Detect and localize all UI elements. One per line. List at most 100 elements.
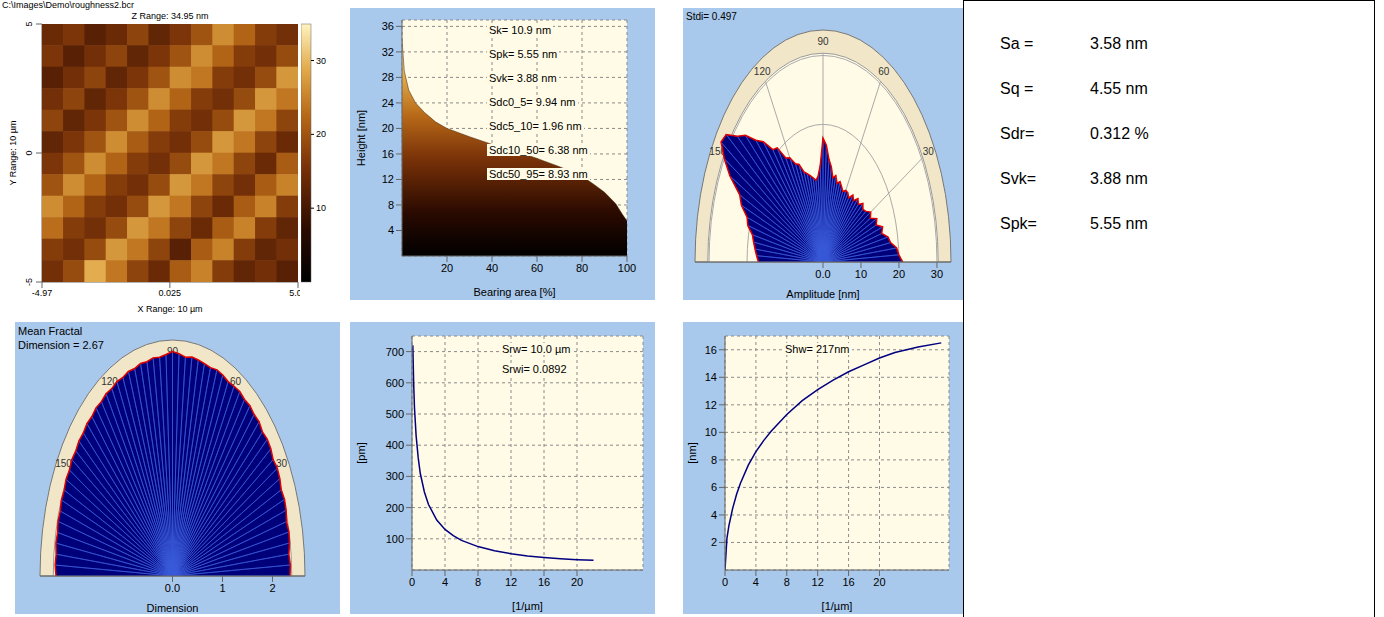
svg-text:Bearing area [%]: Bearing area [%] — [474, 286, 556, 298]
html-text:Spk=: Spk= — [1000, 215, 1037, 232]
svg-text:30: 30 — [316, 56, 326, 66]
svg-text:24: 24 — [382, 97, 394, 109]
svg-text:20: 20 — [316, 129, 326, 139]
svg-text:-4.97: -4.97 — [32, 288, 53, 298]
html-text:Srwi= 0.0892: Srwi= 0.0892 — [502, 363, 567, 375]
html-text:Sk= 10.9 nm: Sk= 10.9 nm — [489, 24, 552, 36]
svg-text:60: 60 — [229, 376, 241, 388]
svg-text:20: 20 — [571, 576, 583, 588]
svg-text:-5: -5 — [24, 278, 34, 286]
html-text:Stdi= 0.497: Stdi= 0.497 — [686, 11, 737, 22]
html-text:Sdc0_5= 9.94 nm: Sdc0_5= 9.94 nm — [489, 96, 576, 108]
html-text:Shw= 217nm: Shw= 217nm — [785, 343, 850, 355]
svg-text:16: 16 — [382, 148, 394, 160]
svg-text:[1/µm]: [1/µm] — [512, 600, 543, 612]
svg-text:20: 20 — [873, 576, 885, 588]
svg-text:12: 12 — [382, 173, 394, 185]
svg-text:Height [nm]: Height [nm] — [355, 110, 367, 166]
html-text:Svk= 3.88 nm: Svk= 3.88 nm — [489, 72, 557, 84]
svg-text:4: 4 — [753, 576, 759, 588]
html-text:Sdc5_10= 1.96 nm: Sdc5_10= 1.96 nm — [489, 120, 582, 132]
svg-text:40: 40 — [486, 262, 498, 274]
svg-text:100: 100 — [618, 262, 636, 274]
svg-text:[nm]: [nm] — [686, 442, 698, 463]
svg-text:0.025: 0.025 — [159, 288, 182, 298]
svg-text:30: 30 — [275, 458, 288, 470]
svg-text:0: 0 — [409, 576, 415, 588]
html-text:Z Range: 34.95 nm: Z Range: 34.95 nm — [131, 11, 209, 21]
svg-text:10: 10 — [705, 426, 717, 438]
svg-text:200: 200 — [386, 502, 404, 514]
svg-text:100: 100 — [386, 533, 404, 545]
html-text:0.312 %: 0.312 % — [1090, 125, 1149, 142]
html-text:Sdc10_50= 6.38 nm: Sdc10_50= 6.38 nm — [489, 144, 588, 156]
svg-text:4: 4 — [388, 224, 394, 236]
svg-text:0: 0 — [722, 576, 728, 588]
svg-text:120: 120 — [754, 66, 771, 77]
svg-text:5: 5 — [24, 21, 34, 26]
html-text:4.55 nm: 4.55 nm — [1090, 80, 1148, 97]
svg-text:80: 80 — [576, 262, 588, 274]
svg-text:4: 4 — [442, 576, 448, 588]
html-text:Sdc50_95= 8.93 nm: Sdc50_95= 8.93 nm — [489, 168, 588, 180]
svg-text:400: 400 — [386, 439, 404, 451]
svg-text:Amplitude [nm]: Amplitude [nm] — [786, 288, 859, 300]
svg-text:[pm]: [pm] — [355, 442, 367, 463]
svg-text:300: 300 — [386, 470, 404, 482]
html-text:C:\Images\Demo\roughness2.bcr: C:\Images\Demo\roughness2.bcr — [2, 0, 135, 10]
html-text:Sq =: Sq = — [1000, 80, 1034, 97]
svg-text:2: 2 — [711, 536, 717, 548]
svg-text:14: 14 — [705, 371, 717, 383]
svg-text:28: 28 — [382, 71, 394, 83]
svg-text:6: 6 — [711, 481, 717, 493]
html-text:Sdr=: Sdr= — [1000, 125, 1035, 142]
svg-text:32: 32 — [382, 46, 394, 58]
svg-text:30: 30 — [923, 146, 935, 157]
svg-text:16: 16 — [538, 576, 550, 588]
svg-text:2: 2 — [269, 582, 275, 594]
svg-text:150: 150 — [55, 458, 72, 470]
html-text:5.55 nm: 5.55 nm — [1090, 215, 1148, 232]
html-text:Svk=: Svk= — [1000, 170, 1036, 187]
svg-text:120: 120 — [101, 376, 118, 388]
svg-text:X Range: 10 µm: X Range: 10 µm — [137, 304, 202, 314]
html-text:Srw= 10.0 µm: Srw= 10.0 µm — [502, 343, 571, 355]
html-text:3.58 nm: 3.58 nm — [1090, 35, 1148, 52]
html-text:Mean Fractal Dimension = 2.67: Mean Fractal Dimension = 2.67 — [18, 325, 104, 351]
svg-text:Dimension: Dimension — [147, 602, 199, 614]
svg-text:8: 8 — [711, 454, 717, 466]
svg-text:1: 1 — [219, 582, 225, 594]
svg-text:60: 60 — [531, 262, 543, 274]
svg-text:600: 600 — [386, 377, 404, 389]
svg-text:12: 12 — [705, 399, 717, 411]
svg-text:8: 8 — [388, 199, 394, 211]
svg-text:90: 90 — [817, 36, 829, 47]
svg-text:20: 20 — [441, 262, 453, 274]
svg-text:30: 30 — [931, 268, 943, 280]
svg-text:60: 60 — [878, 66, 890, 77]
svg-text:500: 500 — [386, 408, 404, 420]
svg-text:700: 700 — [386, 346, 404, 358]
svg-text:8: 8 — [475, 576, 481, 588]
svg-text:Y Range: 10 µm: Y Range: 10 µm — [8, 120, 18, 185]
html-text:3.88 nm: 3.88 nm — [1090, 170, 1148, 187]
svg-text:0.0: 0.0 — [165, 582, 180, 594]
html-text:Spk= 5.55 nm: Spk= 5.55 nm — [489, 48, 558, 60]
svg-text:150: 150 — [709, 146, 726, 158]
svg-text:12: 12 — [812, 576, 824, 588]
svg-text:8: 8 — [784, 576, 790, 588]
svg-text:20: 20 — [382, 122, 394, 134]
svg-text:10: 10 — [316, 203, 326, 213]
html-text:Sa =: Sa = — [1000, 35, 1034, 52]
svg-text:16: 16 — [705, 344, 717, 356]
svg-text:5.03: 5.03 — [289, 288, 300, 298]
svg-text:36: 36 — [382, 20, 394, 32]
svg-text:4: 4 — [711, 509, 717, 521]
svg-text:[1/µm]: [1/µm] — [822, 600, 853, 612]
svg-text:0.0: 0.0 — [815, 268, 830, 280]
svg-text:12: 12 — [505, 576, 517, 588]
svg-text:16: 16 — [842, 576, 854, 588]
svg-text:0: 0 — [24, 150, 34, 155]
svg-text:10: 10 — [855, 268, 867, 280]
svg-text:20: 20 — [893, 268, 905, 280]
